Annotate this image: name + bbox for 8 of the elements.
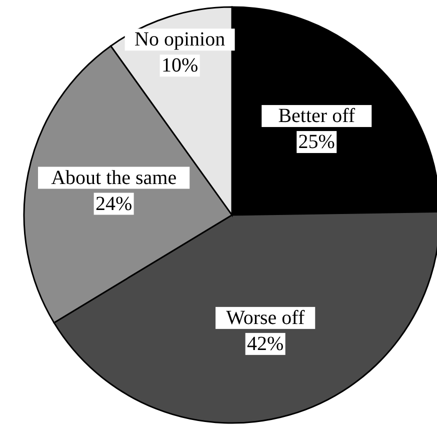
data-label: 42%: [246, 332, 284, 355]
slice-label: Better off: [278, 105, 356, 128]
data-label: 25%: [298, 131, 335, 154]
data-label: 10%: [161, 54, 198, 77]
data-label: 24%: [95, 192, 132, 215]
slice-label: About the same: [51, 166, 177, 189]
slice-label: No opinion: [134, 28, 226, 51]
slice-label: Worse off: [226, 306, 305, 329]
